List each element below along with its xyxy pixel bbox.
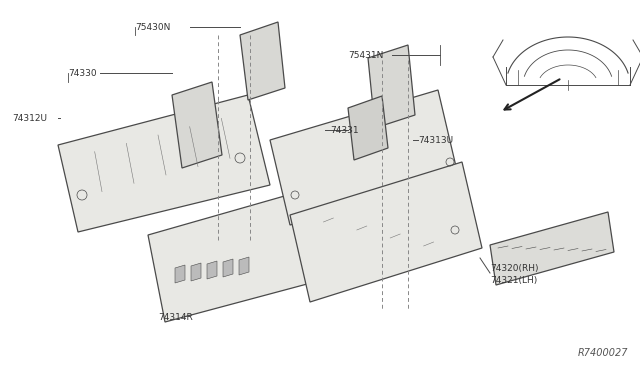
Polygon shape (58, 95, 270, 232)
Polygon shape (270, 90, 458, 225)
Text: 74331: 74331 (330, 125, 358, 135)
Polygon shape (239, 257, 249, 275)
Text: 74312U: 74312U (12, 113, 47, 122)
Text: 74320(RH): 74320(RH) (490, 263, 538, 273)
Text: 75430N: 75430N (135, 22, 170, 32)
Polygon shape (172, 82, 222, 168)
Polygon shape (290, 162, 482, 302)
Polygon shape (348, 96, 388, 160)
Text: 74314R: 74314R (158, 314, 193, 323)
Text: 74330: 74330 (68, 68, 97, 77)
Text: 74313U: 74313U (418, 135, 453, 144)
Polygon shape (191, 263, 201, 281)
Text: 74321(LH): 74321(LH) (490, 276, 537, 285)
Text: R7400027: R7400027 (577, 348, 628, 358)
Polygon shape (240, 22, 285, 100)
Polygon shape (223, 259, 233, 277)
Polygon shape (148, 183, 352, 322)
Text: 75431N: 75431N (348, 51, 383, 60)
Polygon shape (175, 265, 185, 283)
Polygon shape (368, 45, 415, 128)
Polygon shape (207, 261, 217, 279)
Polygon shape (490, 212, 614, 285)
